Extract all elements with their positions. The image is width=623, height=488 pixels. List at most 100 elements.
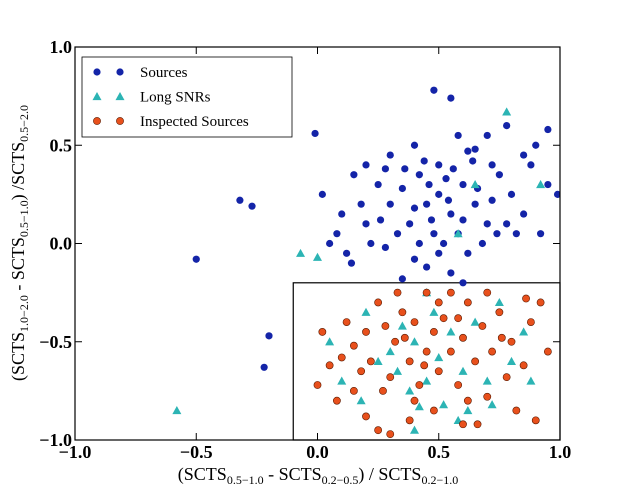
point [458, 366, 468, 375]
point [527, 318, 535, 326]
label-part: ) / SCTS [358, 464, 421, 485]
point [537, 230, 545, 238]
point [349, 386, 358, 395]
x-tick-label: 0.0 [306, 442, 329, 462]
point [488, 161, 496, 169]
point [464, 249, 472, 257]
point [531, 416, 540, 425]
point [536, 180, 546, 189]
point [398, 275, 406, 283]
point [398, 184, 406, 193]
point [337, 353, 346, 362]
subscript: 0.5−1.0 [17, 200, 31, 237]
point [400, 333, 409, 342]
point [265, 332, 273, 340]
legend-marker [93, 117, 101, 125]
point [512, 230, 520, 238]
point [427, 216, 436, 224]
point [454, 314, 463, 323]
point [374, 298, 383, 307]
point [296, 248, 306, 257]
point [379, 386, 387, 395]
point [429, 406, 438, 415]
point [349, 341, 358, 350]
point [470, 317, 480, 326]
y-tick-label: 1.0 [50, 37, 73, 57]
point [470, 180, 480, 189]
point [420, 361, 429, 370]
point [393, 288, 402, 297]
point [318, 328, 327, 336]
point [512, 406, 521, 415]
point [332, 396, 341, 405]
label-part: ) /SCTS [8, 142, 29, 201]
y-tick-label: 0.0 [50, 234, 73, 254]
point [350, 171, 358, 179]
point [488, 347, 496, 356]
point [347, 259, 356, 267]
point [446, 347, 455, 356]
point [544, 180, 552, 189]
point [423, 263, 431, 271]
point [397, 321, 407, 330]
subscript: 0.5−2.0 [17, 105, 31, 142]
point [410, 255, 419, 263]
point [430, 86, 438, 94]
point [507, 337, 516, 346]
point [483, 392, 492, 401]
y-tick-label: 0.5 [50, 135, 73, 155]
legend-label: Inspected Sources [140, 114, 249, 130]
point [454, 131, 462, 140]
point [410, 396, 419, 405]
point [405, 357, 414, 366]
point [434, 352, 444, 362]
point [446, 288, 455, 297]
point [333, 230, 341, 238]
point [410, 425, 419, 434]
point [471, 357, 480, 366]
point [357, 200, 365, 208]
point [415, 239, 423, 248]
point [386, 151, 394, 159]
point [398, 308, 407, 317]
point [374, 180, 382, 189]
point [520, 151, 528, 159]
point [362, 161, 370, 169]
point [446, 327, 456, 336]
point [410, 204, 419, 212]
label-part: - SCTS [8, 237, 28, 295]
point [473, 420, 482, 429]
point [435, 161, 443, 169]
point [313, 381, 322, 389]
xlabel: (SCTS0.5−1.0 - SCTS0.2−0.5) / SCTS0.2−1.… [178, 464, 458, 487]
point [342, 318, 351, 326]
legend-marker [116, 68, 124, 76]
point [544, 125, 552, 134]
point [483, 220, 491, 228]
point [469, 157, 477, 165]
x-tick-label: 1.0 [549, 442, 572, 462]
point [459, 216, 467, 224]
point [430, 230, 438, 238]
point [393, 366, 403, 375]
point [449, 165, 457, 173]
point [366, 357, 375, 366]
point [459, 279, 467, 287]
point [454, 381, 463, 389]
point [326, 239, 334, 248]
point [482, 376, 492, 385]
point [503, 122, 511, 130]
point [311, 129, 319, 138]
point [483, 288, 492, 297]
point [325, 361, 334, 370]
point [493, 230, 501, 238]
legend-label: Sources [140, 65, 188, 81]
point [463, 406, 473, 415]
point [503, 220, 511, 228]
point [502, 373, 511, 382]
point [478, 322, 487, 330]
point [507, 356, 516, 365]
point [414, 402, 424, 411]
point [463, 396, 472, 405]
